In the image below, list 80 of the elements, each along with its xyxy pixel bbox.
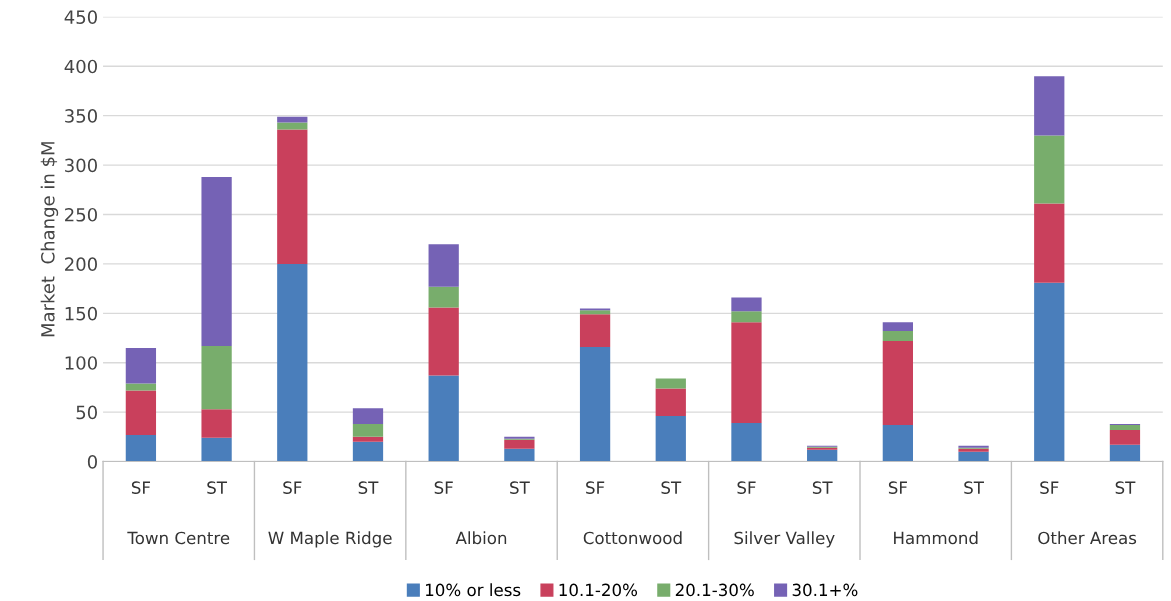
x-tick-label: SF [737,481,756,494]
x-tick-label: ST [1115,481,1136,494]
bar [1034,135,1065,204]
legend-label: 10.1-20% [559,583,638,597]
bar [1034,76,1065,136]
bar [1109,444,1141,462]
text: Town Centre [127,531,230,545]
legend-label: 10% or less [426,583,521,597]
x-tick-label: SF [586,481,605,494]
x-tick-label: SF [131,481,151,494]
y-tick-label: 50 [76,405,97,420]
text: Hammond [894,531,978,545]
y-tick-label: 300 [65,158,97,173]
bar [579,310,611,315]
bar [731,311,762,323]
bar [428,244,459,287]
y-tick-label: 400 [64,59,97,74]
y-tick-label: 450 [64,10,97,24]
bar [201,409,232,438]
y-axis-title: Market Change in $M [40,142,59,337]
bar [277,263,308,462]
text: W Maple Ridge [268,531,392,548]
bar [882,331,913,341]
bar [201,176,232,346]
x-tick-label: ST [207,481,228,494]
bar [352,408,384,425]
x-tick-label: ST [510,481,530,494]
bar [731,322,762,424]
bar [1109,429,1141,445]
bar [655,388,686,417]
bar [201,437,232,462]
x-tick-label: SF [1040,481,1059,494]
x-tick-label: SF [888,481,907,494]
bar [655,416,686,462]
bar [125,390,157,435]
x-tick-label: SF [434,481,453,494]
bar [352,441,384,462]
bar [428,375,459,462]
bar [882,425,913,462]
text: Albion [455,531,507,545]
bar [428,286,459,308]
x-tick-label: ST [661,481,682,494]
legend-label: 30.1+% [792,583,858,597]
bar [731,297,762,312]
bar [352,424,384,437]
text: Cottonwood [583,531,682,545]
y-tick-label: 100 [65,356,97,370]
bar [125,383,157,391]
bar [1034,282,1065,462]
bar [807,449,838,462]
y-tick-label: 350 [65,109,97,123]
bar [125,347,157,384]
bar [958,451,989,462]
bar [882,340,913,425]
text: Other Areas [1038,531,1137,545]
bar [277,129,308,264]
bar [1034,203,1065,283]
x-tick-label: ST [358,481,379,494]
bar [201,345,232,410]
x-tick-label: ST [964,481,984,494]
bar [579,314,611,347]
legend-label: 20.1-30% [675,583,754,597]
y-tick-label: 150 [65,306,97,321]
bar [428,307,459,376]
bar [882,322,913,332]
y-tick-label: 250 [65,207,97,222]
bar [731,423,762,462]
bar [352,436,384,442]
x-tick-label: ST [812,481,833,494]
y-tick-label: 0 [87,455,97,469]
y-tick-label: 200 [65,257,97,272]
bar [125,434,157,462]
text: Silver Valley [734,531,835,548]
bar [277,116,308,123]
bar [1109,425,1141,430]
bar [504,439,535,449]
bar [655,378,686,389]
bar [504,448,535,462]
bar [579,346,611,462]
x-tick-label: SF [283,481,302,494]
